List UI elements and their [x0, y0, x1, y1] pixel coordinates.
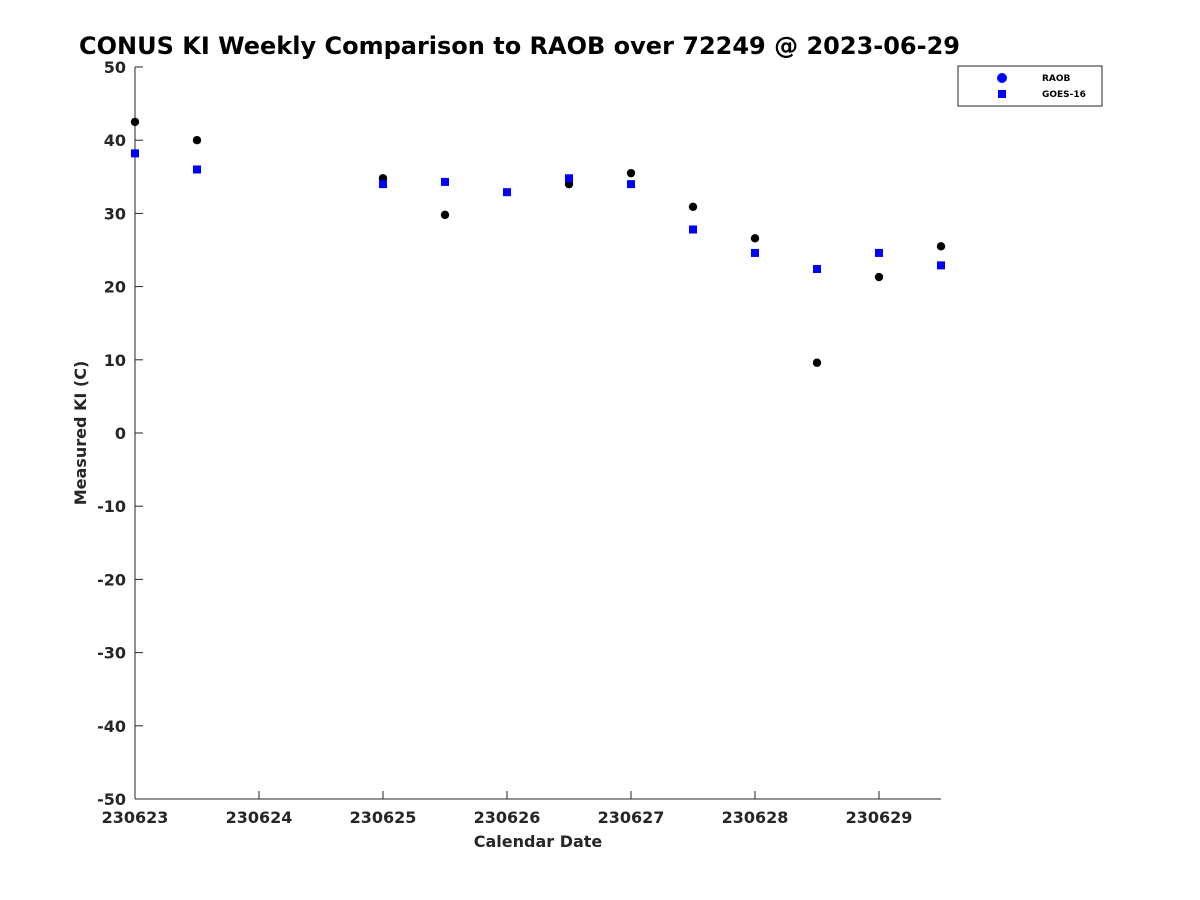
y-tick-label: 0 — [115, 424, 126, 443]
legend-label-goes-16: GOES-16 — [1042, 90, 1086, 100]
goes-16-point — [441, 177, 449, 186]
y-tick-label: -40 — [97, 717, 126, 736]
goes-16-point — [131, 149, 139, 158]
y-tick-label: 30 — [104, 204, 126, 223]
y-tick-label: -10 — [97, 497, 126, 516]
y-tick-label: 50 — [104, 58, 126, 77]
raob-point — [440, 210, 450, 220]
legend-marker-raob — [997, 73, 1007, 83]
x-tick-label: 230629 — [846, 808, 913, 827]
y-tick-label: -20 — [97, 570, 126, 589]
raob-point — [936, 242, 946, 251]
goes-16-point — [379, 180, 387, 189]
goes-16-point — [751, 248, 759, 257]
chart-title: CONUS KI Weekly Comparison to RAOB over … — [79, 32, 960, 60]
raob-point — [750, 234, 760, 243]
x-tick-label: 230627 — [598, 808, 665, 827]
goes-16-point — [503, 188, 511, 197]
legend-label-raob: RAOB — [1042, 74, 1071, 84]
goes-16-point — [875, 248, 883, 257]
y-tick-label: 10 — [104, 351, 126, 370]
raob-point — [874, 272, 884, 282]
y-tick-label: -30 — [97, 644, 126, 663]
y-tick-label: -50 — [97, 790, 126, 809]
goes-16-point — [813, 265, 821, 274]
data-marks — [130, 117, 946, 367]
legend-box — [957, 65, 1103, 107]
goes-16-point — [689, 225, 697, 234]
x-tick-label: 230623 — [102, 808, 169, 827]
x-tick-label: 230626 — [474, 808, 541, 827]
legend: RAOB GOES-16 — [957, 65, 1103, 107]
raob-point — [130, 117, 140, 127]
raob-point — [688, 202, 698, 212]
goes-16-point — [627, 180, 635, 189]
goes-16-point — [565, 174, 573, 183]
x-tick-label: 230624 — [226, 808, 293, 827]
y-axis-label: Measured KI (C) — [71, 361, 90, 506]
y-tick-label: 20 — [104, 278, 126, 297]
raob-point — [812, 358, 822, 367]
raob-point — [192, 136, 202, 145]
legend-marker-goes-16 — [998, 90, 1006, 98]
goes-16-point — [193, 165, 201, 174]
x-axis-label: Calendar Date — [474, 832, 603, 851]
x-tick-label: 230628 — [722, 808, 789, 827]
raob-point — [626, 168, 636, 178]
x-tick-label: 230625 — [350, 808, 417, 827]
y-tick-label: 40 — [104, 131, 126, 150]
goes-16-point — [937, 261, 945, 270]
